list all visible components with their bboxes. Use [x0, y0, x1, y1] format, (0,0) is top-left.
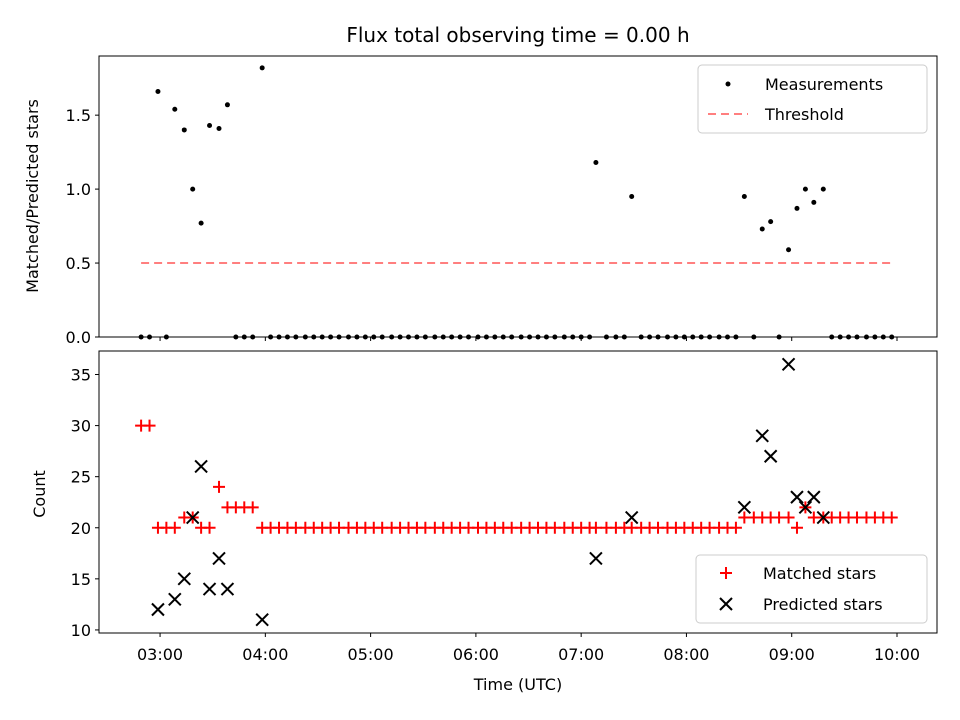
legend-predicted-label: Predicted stars [763, 595, 883, 614]
predicted-stars-point [589, 551, 603, 566]
y-tick-label: 10 [71, 621, 91, 640]
matched-stars-point [885, 511, 898, 524]
predicted-stars-point [755, 429, 769, 443]
predicted-stars-point [202, 582, 217, 596]
y-tick-label: 1.5 [66, 106, 91, 125]
bottom-panel: 10 15 20 25 30 35 03:00 04:00 05:00 06:00 07:00 08… [30, 350, 938, 694]
matched-stars-point [203, 521, 216, 534]
predicted-stars-point [177, 572, 191, 586]
measurement-point [802, 186, 808, 192]
measurement-point [820, 186, 826, 192]
measurement-point [593, 159, 599, 165]
measurement-point [768, 219, 774, 225]
x-axis-label: Time (UTC) [473, 675, 562, 694]
top-legend: Measurements Threshold [697, 64, 928, 134]
matched-stars-point [143, 419, 156, 432]
legend-measurements-marker [725, 81, 731, 87]
x-tick-label: 09:00 [769, 645, 815, 664]
y-tick-label: 15 [71, 570, 91, 589]
bottom-axes-frame [98, 350, 938, 634]
predicted-stars-point [790, 490, 804, 504]
measurement-point [181, 127, 187, 133]
y-tick-label: 25 [71, 468, 91, 487]
x-tick-label: 06:00 [453, 645, 499, 664]
predicted-stars-point [220, 582, 235, 596]
predicted-stars-point [763, 449, 778, 463]
bottom-y-ticks: 10 15 20 25 30 35 [71, 366, 99, 640]
legend-matched-marker [720, 567, 732, 579]
predicted-stars-point [798, 500, 813, 515]
legend-matched-label: Matched stars [763, 564, 876, 583]
bottom-x-ticks: 03:00 04:00 05:00 06:00 07:00 08:00 09:00 10:00 [137, 633, 920, 664]
top-panel: 0.0 0.5 1.0 1.5 Matched/Predicted stars Mea… [23, 55, 938, 347]
measurement-point [216, 125, 222, 131]
predicted-stars-point [737, 500, 752, 515]
bottom-legend-box [695, 554, 928, 624]
measurement-point [759, 226, 765, 232]
x-tick-label: 05:00 [348, 645, 394, 664]
predicted-stars-point [624, 510, 639, 525]
y-tick-label: 20 [71, 519, 91, 538]
legend-threshold-label: Threshold [764, 105, 844, 124]
x-tick-label: 04:00 [242, 645, 288, 664]
bottom-y-axis-label: Count [30, 470, 49, 518]
bottom-plot-area [135, 357, 898, 627]
measurement-point [786, 247, 792, 253]
predicted-stars-point [185, 510, 200, 525]
matched-stars-point [782, 511, 795, 524]
measurement-point [811, 199, 817, 205]
matched-stars-point [790, 521, 803, 534]
top-plot-area [138, 65, 895, 340]
legend-measurements-label: Measurements [765, 75, 883, 94]
matched-stars-point [729, 521, 742, 534]
top-y-ticks: 0.0 0.5 1.0 1.5 [66, 106, 99, 347]
matched-stars-point [213, 480, 226, 493]
y-tick-label: 35 [71, 366, 91, 385]
measurement-point [629, 194, 635, 199]
measurement-point [207, 123, 213, 129]
predicted-stars-point [255, 613, 269, 627]
top-legend-box [697, 64, 928, 134]
matched-stars-point [246, 501, 259, 514]
predicted-stars-point [168, 592, 182, 606]
y-tick-label: 0.0 [66, 328, 91, 347]
predicted-stars-point [807, 490, 821, 504]
measurement-point [190, 186, 196, 192]
legend-predicted-marker [719, 597, 733, 611]
y-tick-label: 1.0 [66, 180, 91, 199]
top-axes-frame [98, 55, 938, 338]
matched-stars-point [168, 521, 181, 534]
bottom-legend: Matched stars Predicted stars [695, 554, 928, 624]
y-tick-label: 0.5 [66, 254, 91, 273]
predicted-stars-point [194, 459, 208, 474]
measurement-point [155, 88, 161, 94]
measurement-point [172, 106, 178, 112]
y-tick-label: 30 [71, 417, 91, 436]
top-x-ticks [159, 337, 898, 341]
measurement-point [198, 220, 204, 226]
chart-title: Flux total observing time = 0.00 h [346, 23, 689, 47]
x-tick-label: 10:00 [874, 645, 920, 664]
predicted-stars-point [212, 551, 226, 566]
measurement-point [224, 102, 230, 108]
matched-stars-point [589, 521, 602, 534]
x-tick-label: 03:00 [137, 645, 183, 664]
x-tick-label: 08:00 [663, 645, 709, 664]
predicted-stars-point [151, 602, 165, 617]
measurement-point [741, 194, 747, 199]
predicted-stars-point [781, 357, 796, 371]
measurement-point [794, 205, 800, 211]
top-y-axis-label: Matched/Predicted stars [23, 99, 42, 293]
predicted-stars-point [816, 510, 831, 525]
x-tick-label: 07:00 [558, 645, 604, 664]
measurement-point [259, 65, 265, 71]
